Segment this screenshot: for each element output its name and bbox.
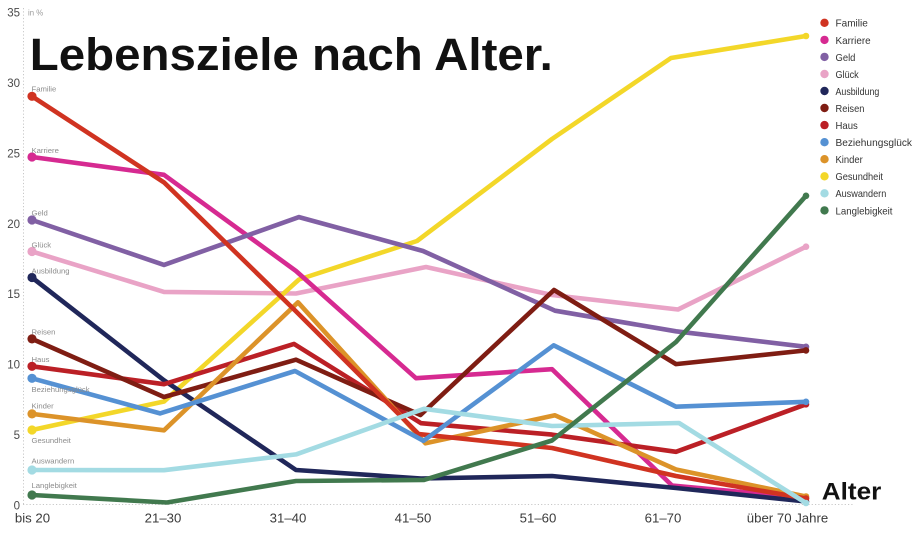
svg-text:31–40: 31–40 — [270, 511, 307, 526]
svg-text:Geld: Geld — [32, 209, 48, 218]
svg-text:Reisen: Reisen — [836, 103, 865, 115]
svg-text:Reisen: Reisen — [32, 327, 56, 336]
svg-text:51–60: 51–60 — [520, 511, 557, 526]
svg-text:Lebensziele nach Alter.: Lebensziele nach Alter. — [30, 29, 553, 80]
svg-text:Kinder: Kinder — [836, 154, 864, 166]
svg-text:Ausbildung: Ausbildung — [836, 86, 880, 98]
svg-text:Glück: Glück — [836, 69, 860, 81]
svg-text:35: 35 — [7, 8, 20, 20]
svg-text:Haus: Haus — [32, 355, 50, 364]
svg-text:Haus: Haus — [836, 120, 858, 132]
svg-text:Gesundheit: Gesundheit — [836, 171, 884, 183]
svg-text:Auswandern: Auswandern — [32, 457, 75, 466]
svg-text:in %: in % — [28, 9, 43, 18]
svg-text:20: 20 — [7, 219, 20, 231]
svg-text:5: 5 — [14, 430, 20, 442]
svg-text:Karriere: Karriere — [836, 35, 871, 47]
svg-text:21–30: 21–30 — [145, 511, 182, 526]
svg-text:25: 25 — [7, 148, 20, 160]
svg-text:10: 10 — [7, 360, 20, 372]
svg-text:Gesundheit: Gesundheit — [32, 436, 72, 445]
svg-text:Langlebigkeit: Langlebigkeit — [836, 205, 893, 217]
svg-text:Kinder: Kinder — [32, 402, 55, 411]
svg-text:Beziehungsglück: Beziehungsglück — [32, 385, 90, 394]
svg-text:Karriere: Karriere — [32, 146, 59, 155]
svg-text:bis 20: bis 20 — [15, 511, 50, 526]
svg-text:61–70: 61–70 — [645, 511, 682, 526]
svg-text:Alter: Alter — [822, 479, 882, 506]
svg-text:30: 30 — [7, 78, 20, 90]
svg-text:Familie: Familie — [32, 84, 57, 93]
svg-text:über 70 Jahre: über 70 Jahre — [747, 511, 828, 526]
svg-text:41–50: 41–50 — [395, 511, 432, 526]
svg-text:15: 15 — [7, 289, 20, 301]
svg-text:Beziehungsglück: Beziehungsglück — [836, 137, 913, 149]
svg-text:Langlebigkeit: Langlebigkeit — [32, 481, 78, 490]
svg-text:Glück: Glück — [32, 241, 52, 250]
svg-text:Familie: Familie — [836, 18, 868, 30]
svg-text:Ausbildung: Ausbildung — [32, 267, 70, 276]
svg-text:Geld: Geld — [836, 52, 856, 64]
svg-text:0: 0 — [14, 501, 20, 513]
svg-text:Auswandern: Auswandern — [836, 188, 887, 200]
